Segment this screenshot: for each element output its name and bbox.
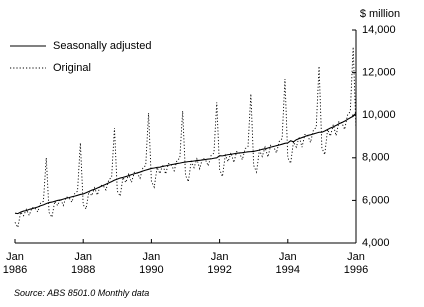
legend-label: Seasonally adjusted xyxy=(53,40,151,52)
y-tick-label: 6,000 xyxy=(362,194,390,206)
x-tick-label: Jan 1988 xyxy=(70,251,96,276)
x-tick-label: Jan 1994 xyxy=(275,251,301,276)
legend-label: Original xyxy=(53,62,91,74)
y-tick-label: 14,000 xyxy=(362,24,396,36)
y-tick-label: 8,000 xyxy=(362,152,390,164)
line-series xyxy=(14,47,357,229)
x-tick-label: Jan 1996 xyxy=(343,251,369,276)
y-tick-label: 10,000 xyxy=(362,109,396,121)
line-series xyxy=(14,112,357,215)
x-tick-label: Jan 1986 xyxy=(2,251,28,276)
y-tick-label: 12,000 xyxy=(362,67,396,79)
y-tick-label: 4,000 xyxy=(362,237,390,249)
source-note: Source: ABS 8501.0 Monthly data xyxy=(14,288,150,298)
y-axis-label: $ million xyxy=(360,8,400,20)
x-tick-label: Jan 1990 xyxy=(139,251,164,276)
x-tick-label: Jan 1992 xyxy=(207,251,232,276)
